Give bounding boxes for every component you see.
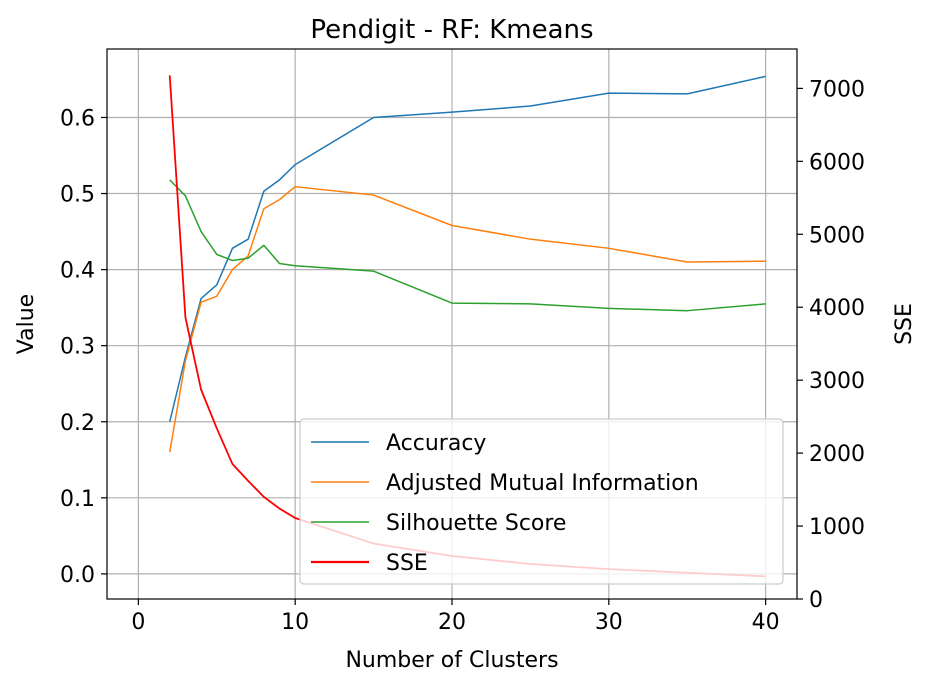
x-tick-label: 40 <box>752 610 780 635</box>
legend-label-adjusted-mutual-information: Adjusted Mutual Information <box>386 471 699 496</box>
y2-tick-label: 1000 <box>809 515 865 540</box>
y-tick-label: 0.5 <box>60 183 95 208</box>
series-line-adjusted-mutual-information <box>168 185 766 453</box>
x-tick-label: 0 <box>131 610 145 635</box>
x-tick-label: 10 <box>281 610 309 635</box>
series-line-silhouette-score <box>169 179 766 312</box>
legend-box <box>299 418 784 585</box>
y2-tick-label: 5000 <box>809 223 865 248</box>
y2-tick-label: 2000 <box>809 442 865 467</box>
y-tick-label: 0.3 <box>60 335 95 360</box>
y2-axis-label: SSE <box>892 303 917 345</box>
y2-tick-label: 4000 <box>809 296 865 321</box>
legend-label-silhouette-score: Silhouette Score <box>386 511 566 536</box>
y-tick-label: 0.2 <box>60 411 95 436</box>
y2-tick-label: 7000 <box>809 77 865 102</box>
y-tick-label: 0.0 <box>60 563 95 588</box>
legend-label-sse: SSE <box>386 551 428 576</box>
x-tick-label: 20 <box>438 610 466 635</box>
x-tick-label: 30 <box>595 610 623 635</box>
y-axis-label: Value <box>14 294 39 354</box>
y-tick-label: 0.4 <box>60 259 95 284</box>
y2-tick-label: 3000 <box>809 369 865 394</box>
legend: Accuracy Adjusted Mutual Information Silho… <box>299 418 784 585</box>
y-tick-label: 0.1 <box>60 487 95 512</box>
y-tick-label: 0.6 <box>60 106 95 131</box>
legend-label-accuracy: Accuracy <box>386 431 486 456</box>
x-axis-label: Number of Clusters <box>345 648 558 673</box>
legend-entries: Accuracy Adjusted Mutual Information Silho… <box>311 431 699 576</box>
tick-layer: 0 10 20 30 40 0.0 0.1 0.2 0.3 0.4 0.5 0.6 0 1000 2000 3… <box>60 77 865 635</box>
y2-tick-label: 6000 <box>809 150 865 175</box>
chart-title: Pendigit - RF: Kmeans <box>310 15 593 45</box>
y2-tick-label: 0 <box>809 588 823 613</box>
series-line-accuracy <box>169 75 766 422</box>
